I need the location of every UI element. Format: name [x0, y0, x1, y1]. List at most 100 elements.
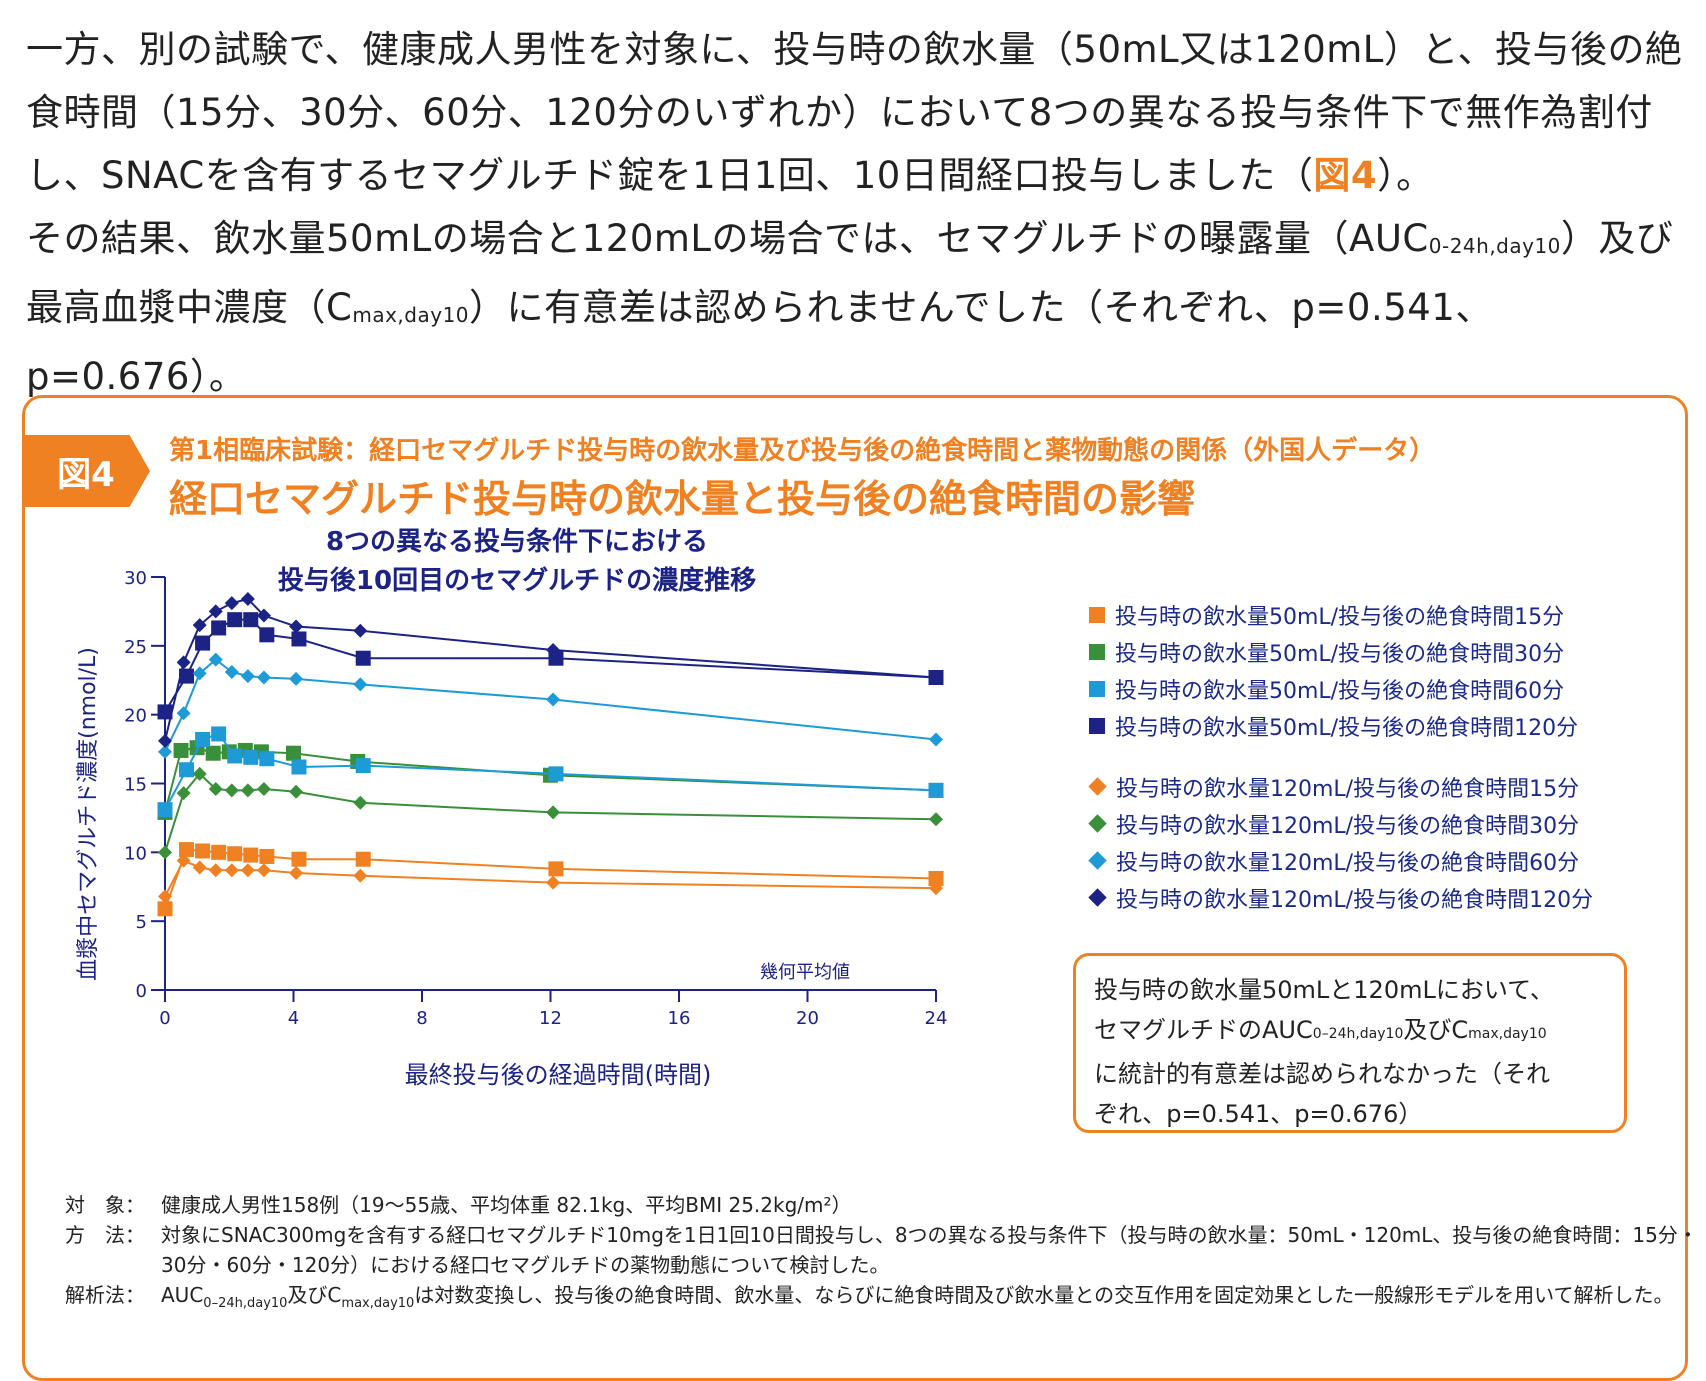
figure-reference[interactable]: 図4 [1313, 154, 1378, 197]
legend: 投与時の飲水量50mL/投与後の絶食時間15分 投与時の飲水量50mL/投与後の絶… [1088, 596, 1593, 916]
data-point [157, 802, 173, 818]
data-point [259, 627, 275, 643]
data-point [227, 748, 243, 764]
data-point [224, 596, 239, 611]
data-point [256, 863, 271, 878]
legend-square-marker [1089, 606, 1105, 623]
legend-item: 投与時の飲水量50mL/投与後の絶食時間30分 [1089, 633, 1593, 670]
legend-label: 投与時の飲水量50mL/投与後の絶食時間15分 [1115, 604, 1565, 630]
data-point [291, 759, 307, 775]
data-point [157, 901, 173, 917]
data-point [195, 635, 211, 651]
data-point [195, 731, 211, 747]
data-point [289, 671, 304, 686]
footnote-analysis: 解析法： AUC0–24h,day10及びCmax,day10は対数変換し、投与後… [65, 1283, 1674, 1311]
legend-item: 投与時の飲水量120mL/投与後の絶食時間30分 [1088, 805, 1593, 842]
data-point [929, 812, 943, 827]
data-point [289, 784, 304, 799]
intro-paragraph-1: 一方、別の試験で、健康成人男性を対象に、投与時の飲水量（50mL又は120mL）… [26, 28, 1683, 197]
data-point [355, 650, 371, 666]
y-tick-label: 20 [124, 706, 147, 727]
data-point [355, 851, 371, 867]
data-point [289, 619, 304, 634]
data-point [179, 668, 195, 684]
chart-annotation: 幾何平均値 [760, 962, 850, 983]
data-point [256, 608, 271, 623]
study-footnotes: 対 象： 健康成人男性158例（19～55歳、平均体重 82.1kg、平均BMI … [65, 1190, 1701, 1319]
data-point [928, 782, 944, 798]
y-tick-label: 25 [124, 637, 147, 658]
figure-tag: 図4 [22, 435, 150, 507]
note-line-1: 投与時の飲水量50mLと120mLにおいて、 [1094, 976, 1554, 1004]
legend-label: 投与時の飲水量120mL/投与後の絶食時間60分 [1116, 850, 1580, 876]
note-line-3: に統計的有意差は認められなかった（それ [1094, 1060, 1550, 1088]
chart-title-line2: 投与後10回目のセマグルチドの濃度推移 [278, 565, 756, 596]
legend-diamond-marker [1088, 814, 1107, 833]
series-5 [158, 853, 943, 904]
x-tick-label: 0 [159, 1008, 170, 1029]
series-6 [158, 766, 943, 860]
data-point [176, 853, 191, 868]
data-point [192, 766, 207, 781]
series-line [164, 597, 937, 742]
data-point [205, 745, 221, 761]
data-point [243, 612, 259, 628]
y-tick-label: 10 [124, 843, 147, 864]
legend-square-marker [1089, 717, 1105, 734]
data-point [355, 758, 371, 774]
y-tick-label: 15 [124, 775, 147, 796]
series-group [157, 592, 944, 917]
data-point [157, 704, 173, 720]
x-tick-label: 20 [796, 1008, 819, 1029]
data-point [353, 868, 368, 883]
data-point [211, 844, 227, 860]
legend-label: 投与時の飲水量50mL/投与後の絶食時間60分 [1115, 678, 1565, 704]
data-point [291, 851, 307, 867]
series-line [164, 658, 937, 753]
footnote-subjects: 対 象： 健康成人男性158例（19～55歳、平均体重 82.1kg、平均BMI … [65, 1193, 852, 1217]
data-point [179, 762, 195, 778]
data-point [546, 692, 561, 707]
data-point [208, 782, 223, 797]
data-point [158, 744, 172, 759]
y-axis-label: 血漿中セマグルチド濃度(nmol/L) [76, 647, 101, 981]
conclusion-box: 投与時の飲水量50mLと120mLにおいて、 セマグルチドのAUC0–24h,d… [1073, 953, 1627, 1133]
data-point [243, 749, 259, 765]
data-point [240, 863, 255, 878]
legend-item: 投与時の飲水量50mL/投与後の絶食時間60分 [1089, 670, 1593, 707]
data-point [158, 845, 172, 860]
data-point [192, 666, 207, 681]
data-point [286, 745, 301, 761]
data-point [224, 664, 239, 679]
data-point [240, 592, 255, 607]
x-tick-label: 16 [668, 1008, 691, 1029]
data-point [353, 795, 368, 810]
axes: 0 5 10 15 20 25 30 0 4 8 12 16 20 24 [124, 568, 947, 1029]
legend-item: 投与時の飲水量50mL/投与後の絶食時間120分 [1089, 707, 1593, 744]
data-point [158, 733, 172, 748]
legend-diamond-marker [1088, 777, 1107, 796]
legend-diamond-marker [1088, 851, 1107, 870]
data-point [259, 751, 275, 767]
x-tick-label: 12 [539, 1008, 562, 1029]
data-point [353, 677, 368, 692]
note-line-2: セマグルチドのAUC0–24h,day10及びCmax,day10 [1094, 1016, 1547, 1044]
data-point [176, 706, 191, 721]
data-point [289, 865, 304, 880]
data-point [928, 870, 944, 886]
footnote-methods: 方 法： 対象にSNAC300mgを含有する経口セマグルチド10mgを1日1回10… [65, 1223, 1698, 1277]
x-tick-label: 4 [288, 1008, 299, 1029]
data-point [929, 881, 943, 896]
y-tick-label: 30 [124, 568, 147, 589]
legend-item: 投与時の飲水量120mL/投与後の絶食時間60分 [1088, 842, 1593, 879]
data-point [256, 782, 271, 797]
y-tick-label: 0 [136, 981, 147, 1002]
data-point [208, 604, 223, 619]
legend-label: 投与時の飲水量50mL/投与後の絶食時間30分 [1115, 641, 1565, 667]
data-point [224, 783, 239, 798]
intro-paragraph-2: その結果、飲水量50mLの場合と120mLの場合では、セマグルチドの曝露量（AU… [26, 217, 1674, 398]
data-point [546, 805, 561, 820]
data-point [195, 843, 211, 859]
data-point [224, 863, 239, 878]
legend-label: 投与時の飲水量120mL/投与後の絶食時間30分 [1116, 813, 1580, 839]
